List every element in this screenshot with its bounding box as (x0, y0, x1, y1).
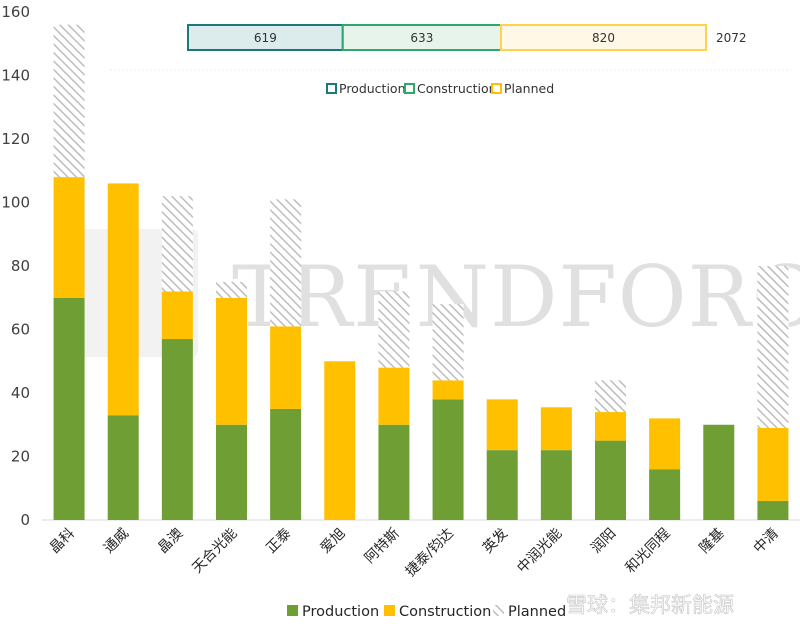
bar-planned-7 (432, 304, 464, 381)
y-tick-label: 100 (1, 194, 30, 212)
summary-legend: Production Construction Planned (326, 81, 554, 96)
bar-construction-1 (107, 183, 139, 416)
bar-planned-10 (595, 380, 626, 413)
category-label: 爱旭 (318, 526, 349, 557)
y-tick-label: 40 (11, 384, 30, 402)
bar-construction-7 (432, 380, 464, 400)
bar-construction-9 (540, 407, 572, 451)
category-label: 润阳 (588, 526, 619, 557)
category-label: 阿特斯 (362, 526, 403, 567)
bar-construction-4 (270, 326, 302, 409)
bar-planned-0 (53, 24, 85, 178)
legend-label: Construction (399, 604, 491, 620)
summary-segment-construction (341, 24, 502, 51)
category-label: 捷泰/钧达 (403, 526, 457, 580)
bar-production-11 (649, 469, 681, 520)
summary-bar: 619 633 820 2072 (110, 24, 790, 71)
bar-planned-4 (270, 199, 302, 327)
summary-segment-production (187, 24, 344, 51)
legend-swatch-production (287, 605, 298, 616)
legend-swatch-construction (384, 605, 395, 616)
bar-planned-13 (757, 266, 789, 428)
bar-planned-6 (378, 291, 410, 368)
category-label: 英发 (479, 525, 511, 557)
summary-segment-planned (500, 24, 707, 51)
y-tick-label: 0 (20, 511, 30, 529)
bar-construction-2 (161, 291, 193, 340)
chart-legend: Production Construction Planned (287, 604, 566, 620)
category-label: 通威 (101, 526, 132, 557)
category-label: 晶澳 (155, 526, 186, 557)
category-label: 中润光能 (514, 526, 565, 577)
summary-segment-value: 633 (410, 31, 433, 45)
summary-legend-swatch (326, 83, 337, 94)
legend-label: Production (302, 604, 379, 620)
bar-planned-2 (161, 196, 193, 292)
bar-construction-13 (757, 427, 789, 501)
summary-legend-swatch (491, 83, 502, 94)
bar-production-6 (378, 424, 410, 520)
bar-production-7 (432, 399, 464, 520)
category-label: 天合光能 (189, 526, 240, 577)
bar-construction-10 (595, 412, 626, 441)
bar-planned-3 (216, 281, 247, 298)
summary-legend-label: Planned (504, 81, 554, 96)
watermark-logo-text: TRENDFORCE (232, 248, 800, 346)
bar-construction-6 (378, 367, 410, 425)
legend-swatch-planned (493, 605, 504, 616)
y-tick-label: 20 (11, 448, 30, 466)
summary-legend-swatch (404, 83, 415, 94)
category-label: 晶科 (47, 526, 78, 557)
bar-construction-11 (649, 418, 681, 470)
bar-construction-8 (486, 399, 518, 451)
bar-construction-5 (324, 361, 356, 520)
y-tick-label: 60 (11, 321, 30, 339)
bar-production-9 (540, 450, 572, 520)
source-credit: 雪球：集邦新能源 (566, 593, 734, 617)
bar-production-2 (161, 339, 193, 520)
y-tick-label: 80 (11, 257, 30, 275)
bar-construction-0 (53, 177, 85, 298)
bar-production-1 (107, 415, 139, 520)
bar-production-8 (486, 450, 518, 520)
category-label: 正泰 (263, 526, 294, 557)
bar-construction-3 (216, 297, 247, 425)
summary-segment-value: 820 (592, 31, 615, 45)
legend-label: Planned (508, 604, 566, 620)
summary-legend-label: Production (339, 81, 406, 96)
y-tick-label: 120 (1, 130, 30, 148)
summary-total: 2072 (716, 31, 747, 45)
bar-production-0 (53, 297, 85, 520)
bar-production-12 (703, 424, 735, 520)
axes: 0 20 40 60 80 100 120 140 160 (1, 3, 800, 529)
category-label: 中清 (751, 526, 782, 557)
bar-production-10 (595, 440, 626, 520)
category-label: 和光同程 (623, 526, 674, 577)
summary-segment-value: 619 (254, 31, 277, 45)
bar-production-4 (270, 408, 302, 520)
summary-legend-label: Construction (417, 81, 497, 96)
bar-production-3 (216, 424, 247, 520)
category-label: 隆基 (696, 525, 728, 557)
y-tick-label: 160 (1, 3, 30, 21)
y-tick-label: 140 (1, 67, 30, 85)
bar-production-13 (757, 500, 789, 520)
